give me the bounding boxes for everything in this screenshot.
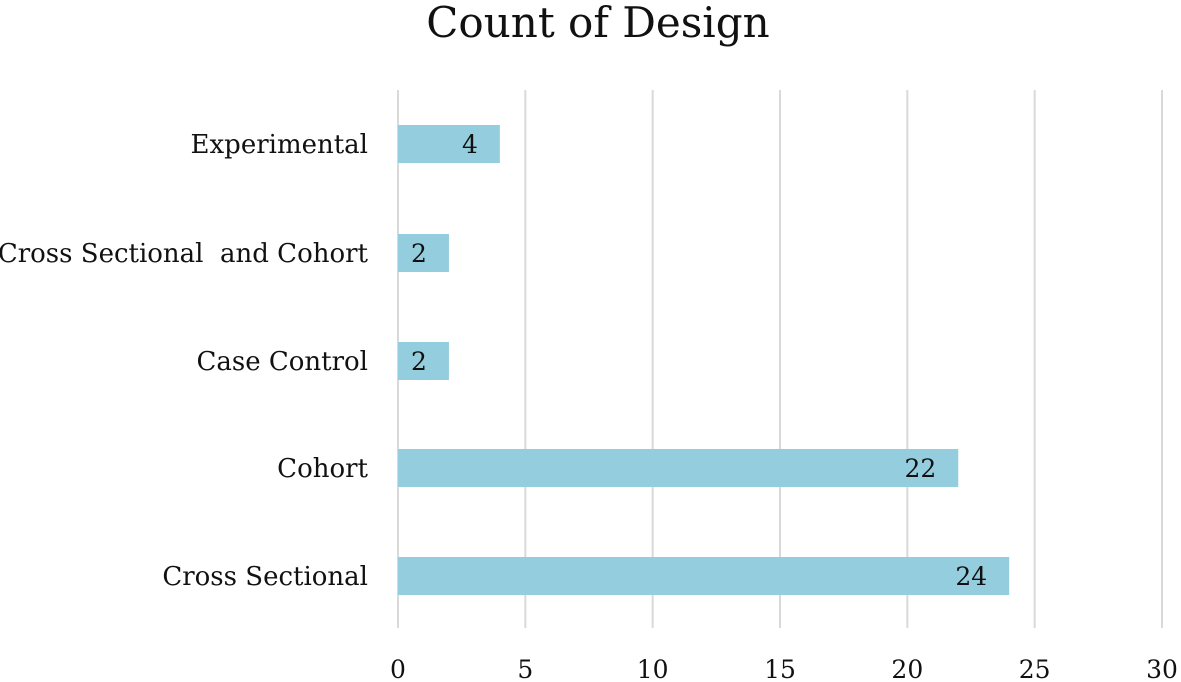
bars bbox=[398, 125, 1010, 595]
category-label: Experimental bbox=[191, 130, 368, 160]
bar bbox=[398, 234, 449, 272]
data-label: 2 bbox=[411, 347, 427, 376]
data-label: 22 bbox=[904, 454, 936, 483]
bar bbox=[398, 449, 959, 487]
bar bbox=[398, 557, 1010, 595]
bar bbox=[398, 125, 500, 163]
data-label: 4 bbox=[462, 130, 478, 159]
category-labels: Experimental Cross Sectional and Cohort Ca… bbox=[0, 130, 369, 592]
data-label: 24 bbox=[955, 562, 987, 591]
x-tick-label: 25 bbox=[1019, 655, 1051, 682]
gridlines bbox=[397, 90, 1163, 628]
x-tick-label: 0 bbox=[390, 655, 406, 682]
category-label: Cross Sectional and Cohort bbox=[0, 239, 369, 269]
data-label: 2 bbox=[411, 239, 427, 268]
x-tick-label: 20 bbox=[891, 655, 923, 682]
x-tick-label: 15 bbox=[764, 655, 796, 682]
chart-title: Count of Design bbox=[426, 0, 770, 47]
category-label: Cohort bbox=[277, 454, 368, 484]
category-label: Cross Sectional bbox=[162, 562, 368, 592]
x-tick-label: 5 bbox=[517, 655, 533, 682]
x-axis-tick-labels: 0 5 10 15 20 25 30 bbox=[390, 655, 1178, 682]
x-tick-label: 10 bbox=[637, 655, 669, 682]
bar bbox=[398, 342, 449, 380]
x-tick-label: 30 bbox=[1146, 655, 1178, 682]
category-label: Case Control bbox=[196, 347, 368, 377]
